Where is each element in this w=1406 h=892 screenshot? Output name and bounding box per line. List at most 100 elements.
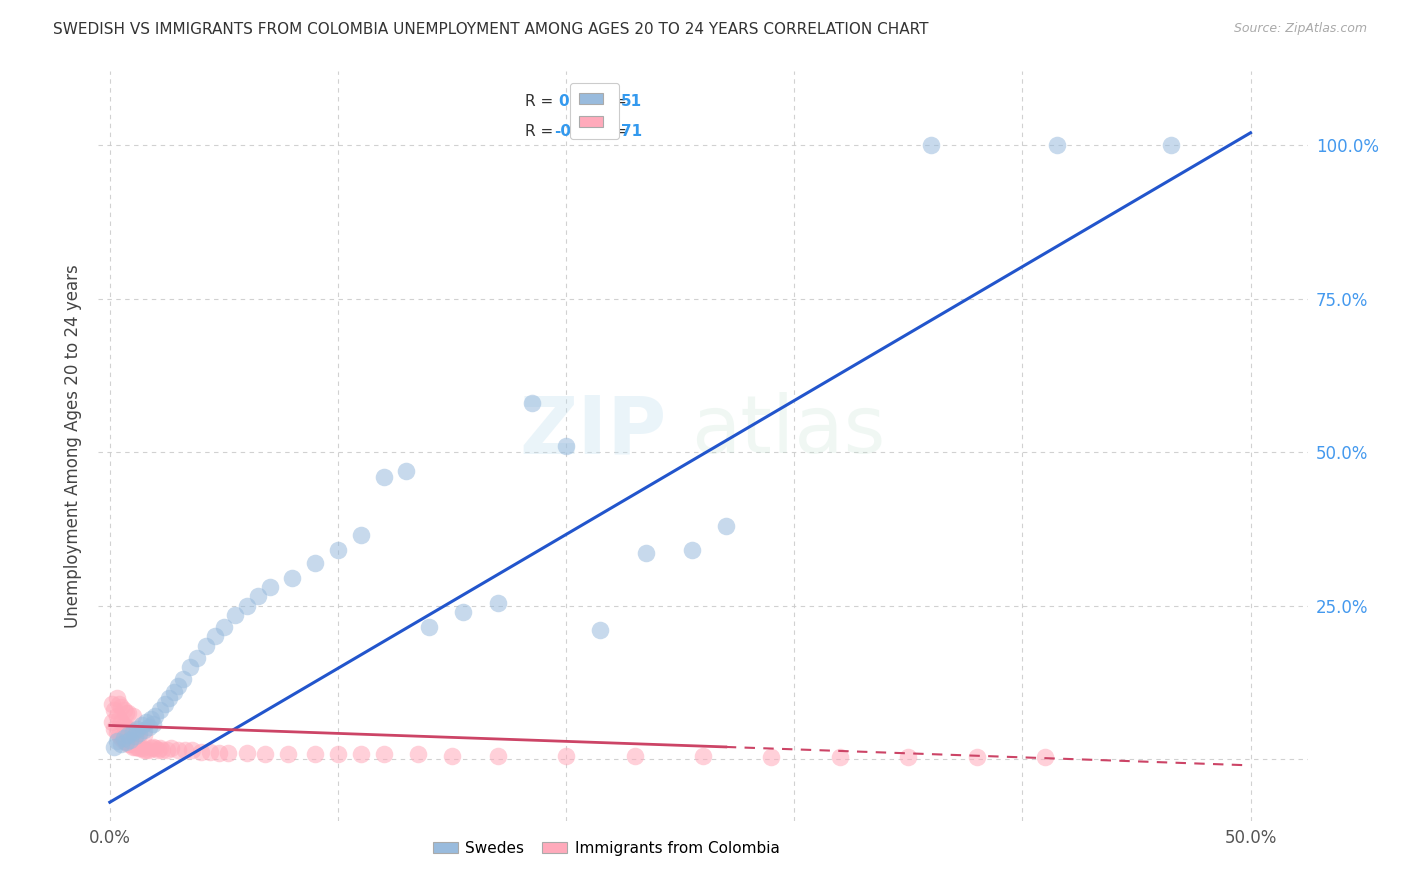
Point (101, 715, 124, 730)
Point (253, 747, 276, 762)
Point (135, 715, 157, 730)
Point (114, 706, 136, 721)
Point (117, 706, 139, 721)
Point (132, 728, 155, 742)
Point (181, 743, 204, 757)
Point (174, 743, 197, 757)
Point (145, 741, 167, 756)
Point (127, 739, 149, 754)
Point (217, 746, 239, 760)
Point (373, 747, 395, 762)
Point (103, 739, 125, 754)
Point (108, 728, 131, 742)
Point (117, 737, 139, 751)
Point (105, 690, 128, 705)
Point (326, 543, 349, 558)
Point (124, 729, 146, 743)
Point (235, 599, 257, 613)
Point (117, 722, 139, 736)
Text: 71: 71 (621, 124, 643, 139)
Point (150, 743, 173, 757)
Point (139, 741, 162, 756)
Point (131, 718, 153, 732)
Point (121, 724, 143, 739)
Point (172, 673, 194, 687)
Point (128, 741, 150, 756)
Point (373, 469, 395, 483)
Point (128, 728, 150, 742)
Point (103, 722, 125, 736)
Point (120, 722, 142, 736)
Point (101, 697, 124, 711)
Point (114, 722, 136, 736)
Point (105, 709, 128, 723)
Text: ZIP: ZIP (519, 392, 666, 470)
Text: Source: ZipAtlas.com: Source: ZipAtlas.com (1233, 22, 1367, 36)
Legend: Swedes, Immigrants from Colombia: Swedes, Immigrants from Colombia (427, 835, 786, 862)
Point (200, 745, 222, 759)
Point (105, 724, 128, 739)
Point (114, 733, 136, 747)
Point (110, 737, 132, 751)
Point (124, 739, 146, 754)
Point (441, 748, 464, 763)
Point (110, 715, 132, 730)
Point (112, 703, 135, 717)
Point (897, 749, 920, 764)
Point (350, 747, 373, 762)
Point (304, 747, 326, 762)
Point (326, 747, 349, 762)
Point (692, 749, 714, 764)
Point (714, 519, 737, 533)
Point (163, 684, 186, 698)
Point (634, 546, 657, 560)
Point (920, 138, 942, 153)
Point (681, 543, 703, 558)
Point (186, 651, 208, 665)
Point (761, 749, 783, 764)
Point (121, 709, 143, 723)
Point (117, 728, 139, 742)
Point (277, 747, 299, 762)
Point (1033, 750, 1056, 764)
Point (453, 605, 475, 619)
Point (259, 580, 281, 594)
Point (224, 607, 246, 622)
Point (520, 396, 543, 410)
Point (167, 679, 190, 693)
Point (149, 741, 172, 756)
Point (112, 718, 135, 732)
Text: SWEDISH VS IMMIGRANTS FROM COLOMBIA UNEMPLOYMENT AMONG AGES 20 TO 24 YEARS CORRE: SWEDISH VS IMMIGRANTS FROM COLOMBIA UNEM… (53, 22, 929, 37)
Point (555, 439, 578, 453)
Point (128, 726, 150, 740)
Point (127, 722, 149, 736)
Point (114, 735, 136, 749)
Point (157, 690, 180, 705)
Point (131, 741, 153, 756)
Point (406, 747, 429, 762)
Text: 51: 51 (621, 94, 643, 109)
Point (486, 748, 509, 763)
Point (120, 732, 142, 747)
Point (124, 724, 146, 739)
Point (418, 620, 440, 634)
Point (149, 703, 172, 717)
Point (194, 639, 217, 653)
Point (281, 571, 304, 585)
Text: 0.792: 0.792 (558, 94, 606, 109)
Point (139, 712, 162, 726)
Point (121, 724, 143, 739)
Point (121, 739, 143, 754)
Point (208, 746, 231, 760)
Point (204, 629, 226, 643)
Text: -0.170: -0.170 (554, 124, 609, 139)
Point (110, 700, 132, 714)
Point (146, 743, 169, 757)
Point (138, 720, 160, 734)
Point (108, 712, 131, 726)
Point (395, 464, 418, 478)
Text: atlas: atlas (690, 392, 886, 470)
Point (160, 741, 183, 756)
Point (966, 750, 988, 764)
Point (212, 620, 235, 634)
